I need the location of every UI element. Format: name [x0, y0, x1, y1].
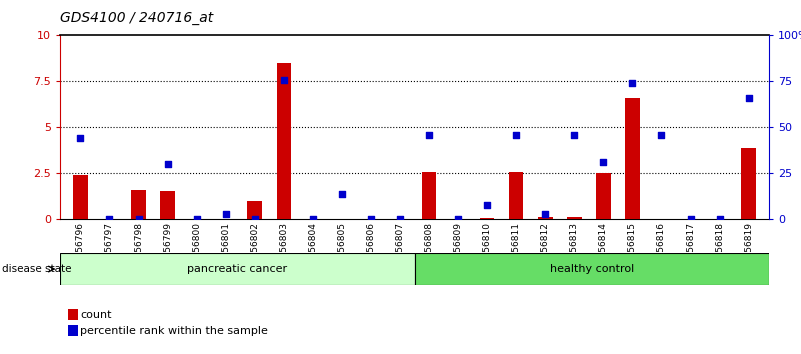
Bar [625, 98, 640, 219]
Bar [248, 201, 262, 219]
Point [74, 136, 87, 141]
Point [277, 77, 290, 82]
Point [132, 217, 145, 222]
Point [219, 211, 232, 217]
Point [743, 95, 755, 101]
Point [626, 80, 639, 86]
Point [364, 217, 377, 222]
Bar [131, 190, 146, 219]
Bar [73, 175, 87, 219]
Text: GDS4100 / 240716_at: GDS4100 / 240716_at [60, 11, 213, 25]
Bar [480, 218, 494, 219]
Bar [415, 253, 769, 285]
Text: pancreatic cancer: pancreatic cancer [187, 264, 288, 274]
Text: healthy control: healthy control [549, 264, 634, 274]
Point [307, 217, 320, 222]
Point [393, 217, 406, 222]
Point [509, 132, 522, 138]
Point [713, 217, 726, 222]
Bar [567, 217, 582, 219]
Bar [60, 253, 415, 285]
Point [597, 160, 610, 165]
Point [161, 161, 174, 167]
Point [190, 217, 203, 222]
Point [539, 211, 552, 217]
Point [684, 217, 697, 222]
Text: percentile rank within the sample: percentile rank within the sample [80, 326, 268, 336]
Point [423, 132, 436, 138]
Bar [276, 63, 291, 219]
Bar [422, 172, 437, 219]
Bar [160, 191, 175, 219]
Point [336, 191, 348, 196]
Bar [538, 217, 553, 219]
Text: count: count [80, 310, 111, 320]
Bar [509, 172, 524, 219]
Point [655, 132, 668, 138]
Text: disease state: disease state [2, 264, 71, 274]
Point [248, 217, 261, 222]
Point [481, 202, 493, 207]
Point [452, 217, 465, 222]
Bar [742, 148, 756, 219]
Point [103, 217, 116, 222]
Bar [596, 173, 610, 219]
Point [568, 132, 581, 138]
